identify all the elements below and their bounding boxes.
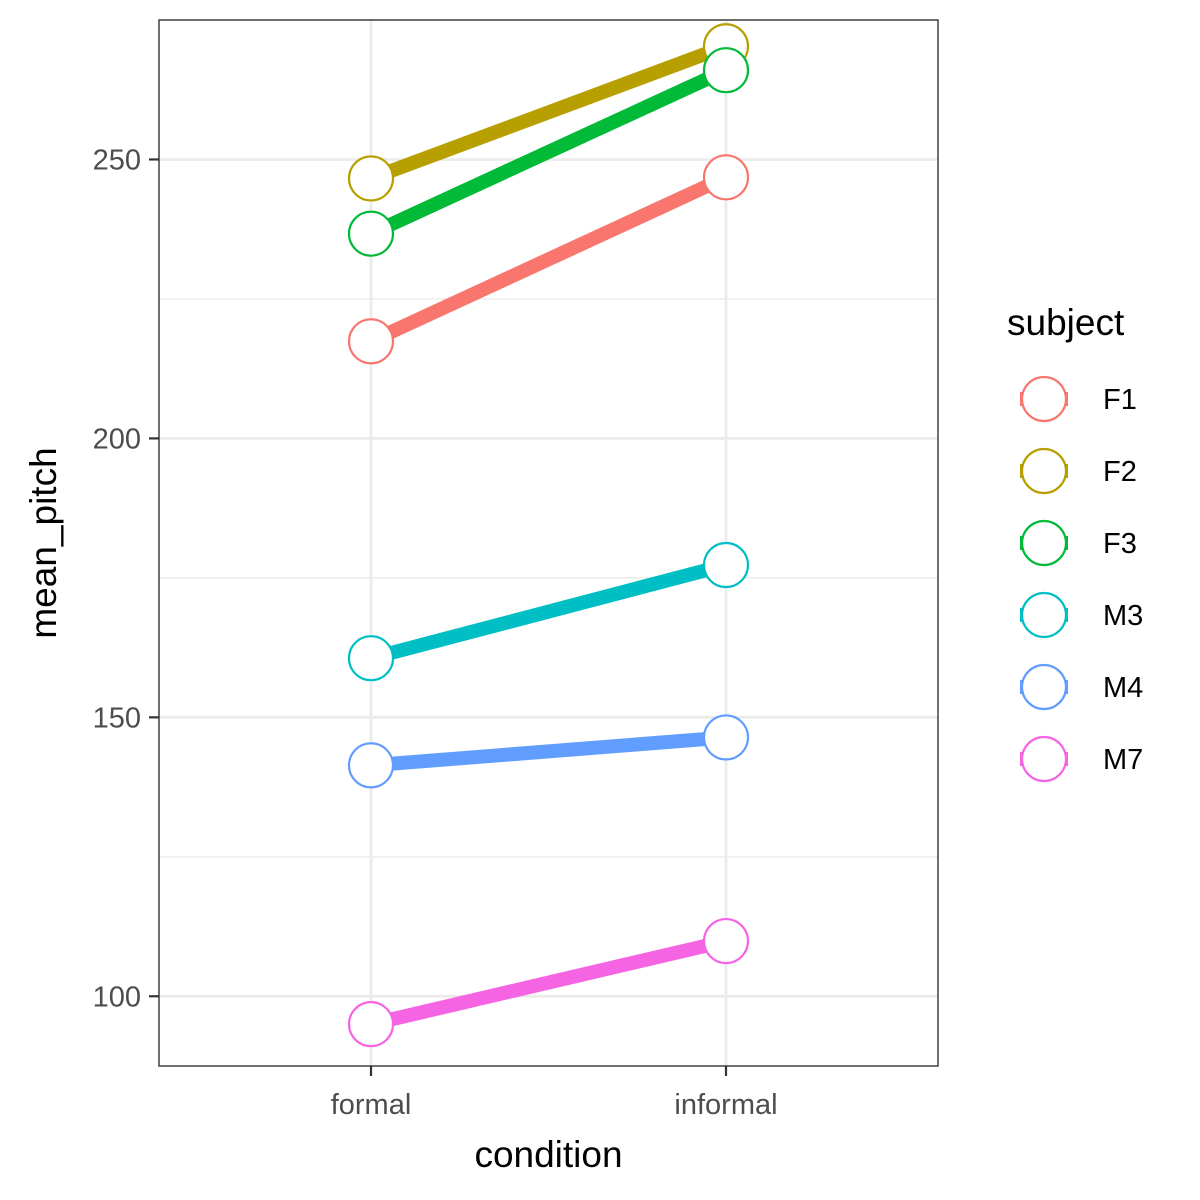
data-point-m7-informal bbox=[702, 917, 750, 965]
series-lines bbox=[368, 39, 729, 1031]
legend-key-point-f2 bbox=[1020, 447, 1068, 495]
series-line-m7 bbox=[369, 934, 728, 1031]
data-point-m4-informal bbox=[702, 714, 750, 761]
data-point-f3-formal bbox=[347, 210, 395, 257]
data-point-m3-formal bbox=[347, 635, 395, 682]
series-line-f3 bbox=[368, 63, 729, 241]
x-axis-title: condition bbox=[474, 1134, 622, 1175]
data-point-m4-formal bbox=[347, 742, 395, 789]
data-point-f1-formal bbox=[347, 318, 395, 365]
series-line-f1 bbox=[368, 170, 729, 348]
legend-key-point-m4 bbox=[1020, 663, 1068, 711]
data-point-m7-formal bbox=[347, 1001, 395, 1048]
y-tick-label: 100 bbox=[93, 981, 141, 1013]
series-line-f2 bbox=[368, 39, 729, 185]
legend-key-point-m3 bbox=[1020, 591, 1068, 639]
legend-key-point-f3 bbox=[1020, 519, 1068, 567]
y-tick-label: 200 bbox=[93, 423, 141, 455]
series-line-m4 bbox=[370, 730, 727, 773]
data-point-m3-informal bbox=[702, 541, 750, 589]
y-tick-label: 150 bbox=[93, 702, 141, 734]
legend-label-f2: F2 bbox=[1103, 456, 1137, 488]
data-point-f3-informal bbox=[702, 47, 750, 94]
legend-key-point-m7 bbox=[1020, 735, 1068, 783]
legend: subject F1 F2 F3 M3 M4 M7 bbox=[1007, 302, 1143, 783]
y-axis-title: mean_pitch bbox=[23, 447, 64, 638]
data-point-f1-informal bbox=[702, 154, 750, 201]
legend-label-m3: M3 bbox=[1103, 600, 1143, 632]
legend-label-m7: M7 bbox=[1103, 744, 1143, 776]
major-gridlines bbox=[159, 20, 938, 1066]
series-points bbox=[347, 23, 750, 1048]
plot-panel-border bbox=[158, 19, 939, 1067]
legend-title: subject bbox=[1007, 302, 1125, 343]
y-tick-label: 250 bbox=[93, 144, 141, 176]
y-axis: 100 150 200 250 bbox=[93, 144, 159, 1013]
x-tick-label: informal bbox=[674, 1089, 777, 1121]
data-point-f2-formal bbox=[347, 155, 395, 202]
legend-label-m4: M4 bbox=[1103, 672, 1143, 704]
series-line-m3 bbox=[369, 558, 728, 665]
x-tick-label: formal bbox=[331, 1089, 412, 1121]
legend-label-f1: F1 bbox=[1103, 384, 1137, 416]
legend-key-point-f1 bbox=[1020, 375, 1068, 423]
x-axis: formal informal bbox=[331, 1066, 778, 1121]
legend-label-f3: F3 bbox=[1103, 528, 1137, 560]
